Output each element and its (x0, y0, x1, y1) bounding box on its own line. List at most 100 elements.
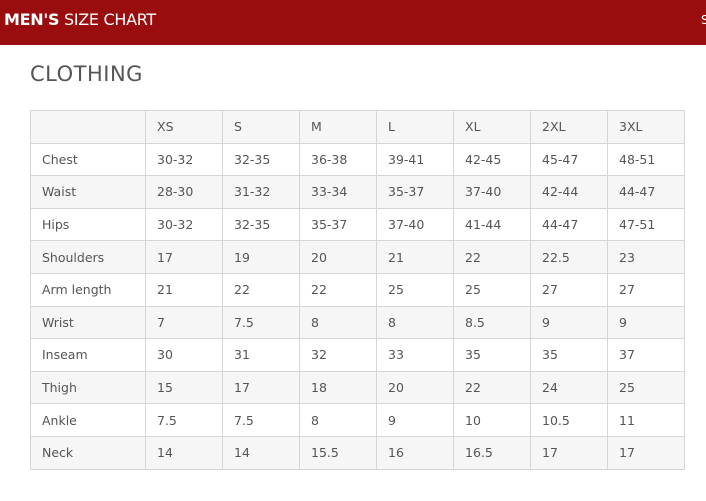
size-value: 17 (530, 435, 608, 470)
row-label: Shoulders (30, 240, 146, 274)
header-title: MEN'S SIZE CHART (4, 10, 156, 29)
corner-cell (30, 110, 146, 144)
size-value: 17 (145, 240, 223, 274)
size-value: 14 (145, 435, 223, 470)
column-header: 3XL (607, 110, 685, 144)
size-value: 27 (607, 272, 685, 307)
size-value: 8 (376, 305, 454, 340)
column-header: XS (145, 110, 223, 144)
size-value: 21 (145, 272, 223, 307)
size-value: 35-37 (299, 207, 377, 242)
size-value: 41-44 (453, 207, 531, 242)
size-value: 8 (299, 305, 377, 340)
size-value: 47-51 (607, 207, 685, 242)
size-value: 17 (222, 370, 300, 405)
table-row: Arm length 21 22 22 25 25 27 27 (30, 272, 685, 307)
size-value: 9 (530, 305, 608, 340)
size-value: 22.5 (530, 240, 608, 274)
column-header: S (222, 110, 300, 144)
size-value: 18 (299, 370, 377, 405)
size-value: 20 (299, 240, 377, 274)
size-value: 30-32 (145, 207, 223, 242)
size-value: 45-47 (530, 142, 608, 177)
size-value: 37 (607, 338, 685, 372)
size-value: 25 (607, 370, 685, 405)
size-value: 8.5 (453, 305, 531, 340)
size-value: 44-47 (607, 175, 685, 209)
size-value: 25 (376, 272, 454, 307)
row-label: Chest (30, 142, 146, 177)
size-value: 24 (530, 370, 608, 405)
section-title: CLOTHING (30, 62, 143, 86)
size-value: 22 (453, 370, 531, 405)
size-value: 17 (607, 435, 685, 470)
row-label: Wrist (30, 305, 146, 340)
size-value: 48-51 (607, 142, 685, 177)
size-value: 22 (453, 240, 531, 274)
size-value: 27 (530, 272, 608, 307)
row-label: Neck (30, 435, 146, 470)
size-value: 15 (145, 370, 223, 405)
size-value: 8 (299, 403, 377, 437)
size-value: 14 (222, 435, 300, 470)
column-header: 2XL (530, 110, 608, 144)
size-value: 9 (607, 305, 685, 340)
size-value: 30 (145, 338, 223, 372)
column-header: XL (453, 110, 531, 144)
table-row: Thigh 15 17 18 20 22 24 25 (30, 370, 685, 405)
table-row: Hips 30-32 32-35 35-37 37-40 41-44 44-47 47-51 (30, 207, 685, 242)
column-header: M (299, 110, 377, 144)
header-bar: MEN'S SIZE CHART S (0, 0, 706, 45)
size-value: 19 (222, 240, 300, 274)
table-row: Waist 28-30 31-32 33-34 35-37 37-40 42-44 44-47 (30, 175, 685, 209)
size-value: 42-44 (530, 175, 608, 209)
size-value: 32-35 (222, 207, 300, 242)
size-value: 37-40 (376, 207, 454, 242)
size-value: 35-37 (376, 175, 454, 209)
row-label: Arm length (30, 272, 146, 307)
size-value: 10.5 (530, 403, 608, 437)
size-value: 32-35 (222, 142, 300, 177)
size-value: 7.5 (222, 305, 300, 340)
size-value: 10 (453, 403, 531, 437)
size-value: 25 (453, 272, 531, 307)
size-value: 22 (222, 272, 300, 307)
size-value: 23 (607, 240, 685, 274)
row-label: Ankle (30, 403, 146, 437)
size-value: 33 (376, 338, 454, 372)
size-value: 21 (376, 240, 454, 274)
size-value: 37-40 (453, 175, 531, 209)
size-value: 44-47 (530, 207, 608, 242)
size-value: 22 (299, 272, 377, 307)
row-label: Hips (30, 207, 146, 242)
size-value: 20 (376, 370, 454, 405)
size-value: 42-45 (453, 142, 531, 177)
size-value: 7 (145, 305, 223, 340)
table-row: Shoulders 17 19 20 21 22 22.5 23 (30, 240, 685, 274)
size-value: 30-32 (145, 142, 223, 177)
size-value: 35 (530, 338, 608, 372)
size-value: 15.5 (299, 435, 377, 470)
row-label: Thigh (30, 370, 146, 405)
table-row: Inseam 30 31 32 33 35 35 37 (30, 338, 685, 372)
table-row: Wrist 7 7.5 8 8 8.5 9 9 (30, 305, 685, 340)
size-value: 31 (222, 338, 300, 372)
size-table: XS S M L XL 2XL 3XL Chest 30-32 32-35 36-38 39-41 42… (30, 110, 685, 470)
row-label: Waist (30, 175, 146, 209)
size-value: 7.5 (145, 403, 223, 437)
size-value: 9 (376, 403, 454, 437)
table-row: Ankle 7.5 7.5 8 9 10 10.5 11 (30, 403, 685, 437)
size-value: 28-30 (145, 175, 223, 209)
size-value: 35 (453, 338, 531, 372)
size-value: 16 (376, 435, 454, 470)
row-label: Inseam (30, 338, 146, 372)
size-value: 11 (607, 403, 685, 437)
cut-text: S (701, 13, 706, 27)
size-value: 33-34 (299, 175, 377, 209)
size-value: 7.5 (222, 403, 300, 437)
size-value: 32 (299, 338, 377, 372)
title-bold: MEN'S (4, 10, 60, 29)
size-value: 36-38 (299, 142, 377, 177)
table-row: XS S M L XL 2XL 3XL (30, 110, 685, 144)
